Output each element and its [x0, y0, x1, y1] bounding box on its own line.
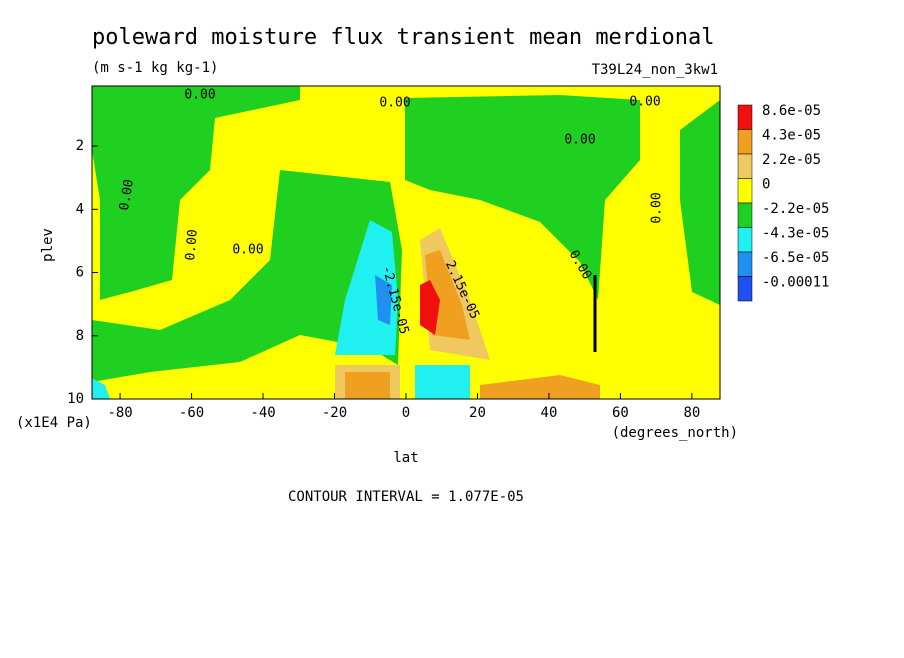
colorbar-label: 0: [762, 177, 770, 193]
y-tick-label: 2: [76, 138, 84, 154]
colorbar-box: [737, 251, 753, 277]
region: [92, 86, 300, 300]
colorbar-label: -0.00011: [762, 275, 829, 291]
x-axis-label: lat: [393, 450, 418, 466]
y-unit: (x1E4 Pa): [16, 415, 92, 431]
region: [92, 170, 402, 382]
region: [415, 365, 470, 399]
x-tick-label: 0: [402, 405, 410, 421]
x-tick-label: -80: [107, 405, 132, 421]
contour-label: 0.00: [650, 192, 665, 223]
x-tick-label: 80: [683, 405, 700, 421]
x-tick-label: 60: [612, 405, 629, 421]
contour-label: 0.00: [183, 229, 201, 262]
x-tick-label: -60: [179, 405, 204, 421]
region: [420, 280, 440, 335]
y-tick-label: 8: [76, 328, 84, 344]
y-tick-label: 6: [76, 265, 84, 281]
colorbar-label: 2.2e-05: [762, 152, 821, 168]
run-label: T39L24_non_3kw1: [592, 62, 718, 78]
contour-label: 0.00: [117, 178, 137, 211]
region: [405, 95, 640, 300]
colorbar-box: [737, 104, 753, 130]
contour-label: 0.00: [184, 88, 215, 103]
y-axis-label: plev: [40, 228, 56, 262]
x-tick-label: 20: [469, 405, 486, 421]
x-tick-label: 40: [541, 405, 558, 421]
colorbar-label: -2.2e-05: [762, 201, 829, 217]
colorbar-box: [737, 276, 753, 302]
colorbar-label: -6.5e-05: [762, 250, 829, 266]
chart-title: poleward moisture flux transient mean me…: [92, 25, 715, 50]
plot-area: 0.00 0.00 0.00 0.00 0.00 0.00 0.00 0.00 …: [91, 85, 721, 400]
colorbar-box: [737, 227, 753, 253]
y-tick-label: 10: [67, 391, 84, 407]
x-unit: (degrees_north): [612, 425, 738, 441]
region: [480, 375, 600, 399]
colorbar-box: [737, 202, 753, 228]
colorbar-box: [737, 129, 753, 155]
contour-label: 0.00: [629, 95, 660, 110]
colorbar-box: [737, 178, 753, 204]
colorbar-label: 4.3e-05: [762, 128, 821, 144]
region: [680, 100, 720, 305]
x-tick-label: -40: [250, 405, 275, 421]
contour-label: 0.00: [564, 133, 595, 148]
colorbar-box: [737, 153, 753, 179]
region: [92, 378, 110, 399]
subtitle: (m s-1 kg kg-1): [92, 60, 218, 76]
region: [345, 372, 390, 399]
x-tick-label: -20: [322, 405, 347, 421]
contour-label: 0.00: [379, 96, 410, 111]
footer-note: CONTOUR INTERVAL = 1.077E-05: [288, 489, 524, 505]
colorbar-label: 8.6e-05: [762, 103, 821, 119]
region: [375, 275, 392, 325]
colorbar-label: -4.3e-05: [762, 226, 829, 242]
contour-label: 0.00: [232, 243, 263, 258]
y-tick-label: 4: [76, 201, 84, 217]
